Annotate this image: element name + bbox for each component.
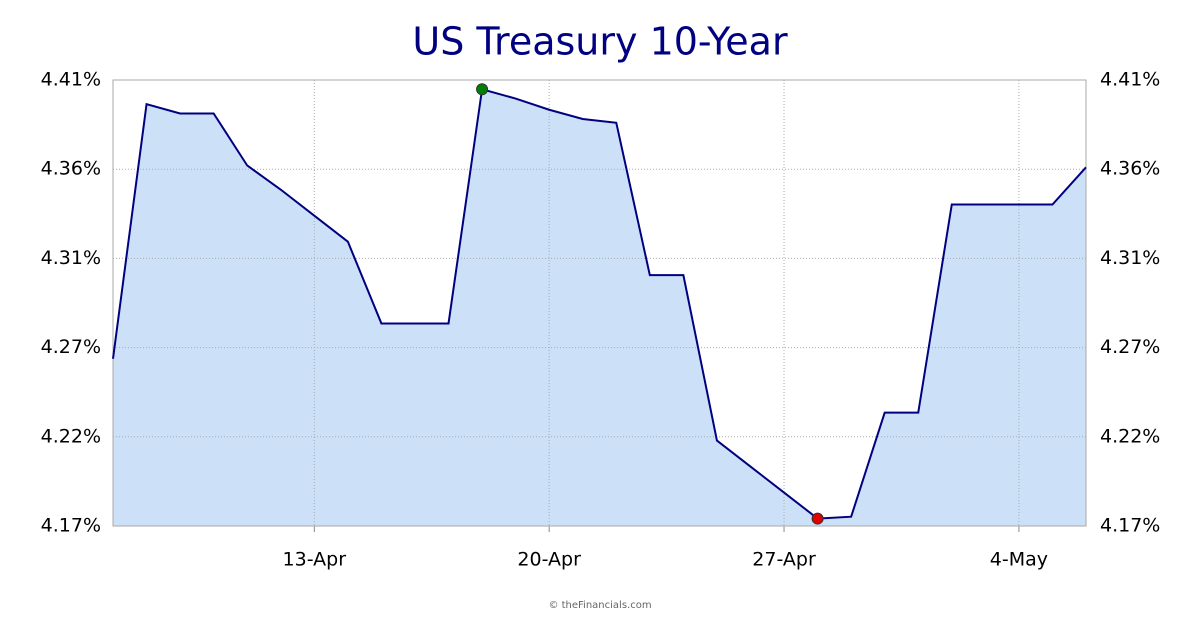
source-note: © theFinancials.com	[548, 600, 651, 611]
y-tick-label: 4.36%	[41, 158, 101, 180]
line	[112, 88, 1087, 520]
area-fill	[113, 89, 1086, 527]
y-tick-label: 4.27%	[41, 336, 101, 358]
y-tick-label: 4.17%	[41, 515, 101, 537]
plot-frame	[112, 79, 1087, 527]
y2-tick-label: 4.17%	[1100, 515, 1160, 537]
y2-tick-label: 4.36%	[1100, 158, 1160, 180]
y2-tick-label: 4.22%	[1100, 425, 1160, 447]
y-tick-label: 4.22%	[41, 425, 101, 447]
max-marker	[476, 83, 489, 96]
y-tick-label: 4.41%	[41, 69, 101, 91]
x-tick-label: 13-Apr	[283, 549, 347, 571]
y2-tick-label: 4.31%	[1100, 247, 1160, 269]
x-tick-label: 27-Apr	[752, 549, 816, 571]
y-tick-label: 4.31%	[41, 247, 101, 269]
y2-tick-label: 4.27%	[1100, 336, 1160, 358]
y2-tick-label: 4.41%	[1100, 69, 1160, 91]
chart-title: US Treasury 10-Year	[412, 20, 788, 64]
x-tick-label: 4-May	[990, 549, 1048, 571]
x-tick-label: 20-Apr	[517, 549, 581, 571]
min-marker	[811, 512, 824, 525]
